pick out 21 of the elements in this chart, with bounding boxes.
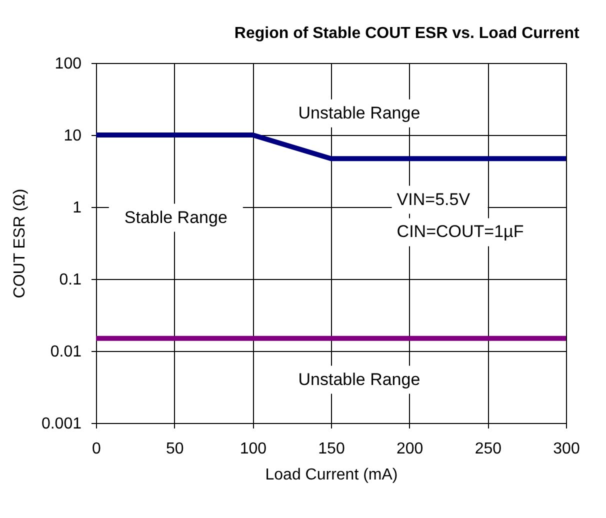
y-tick-label: 0.01 xyxy=(50,344,82,360)
chart-title: Region of Stable COUT ESR vs. Load Current xyxy=(234,25,580,42)
x-tick-label: 150 xyxy=(318,440,345,458)
x-tick-label: 0 xyxy=(92,440,102,458)
x-tick-label: 300 xyxy=(553,440,580,458)
x-tick-label: 250 xyxy=(474,440,502,458)
x-axis-title: Load Current (mA) xyxy=(265,466,398,484)
annotation: Unstable Range xyxy=(298,370,420,389)
annotation: Unstable Range xyxy=(298,103,420,122)
y-tick-label: 0.1 xyxy=(59,272,82,288)
y-axis-title: COUT ESR (Ω) xyxy=(11,188,28,298)
y-tick-label: 1 xyxy=(72,200,82,216)
annotation: CIN=COUT=1µF xyxy=(396,222,524,242)
y-tick-label: 10 xyxy=(64,128,82,144)
x-tick-label: 200 xyxy=(396,440,424,458)
annotation: Stable Range xyxy=(124,208,228,227)
y-tick-label: 0.001 xyxy=(41,416,82,432)
annotation: VIN=5.5V xyxy=(396,190,471,209)
x-tick-label: 100 xyxy=(240,440,267,458)
x-tick-label: 50 xyxy=(166,440,184,458)
y-tick-label: 100 xyxy=(54,56,82,72)
